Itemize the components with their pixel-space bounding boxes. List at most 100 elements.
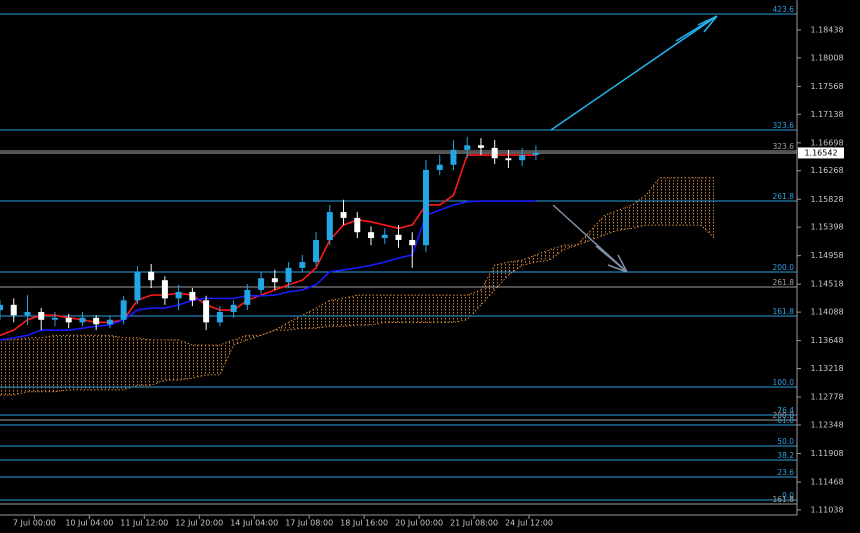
- y-tick-label: 1.11468: [810, 478, 843, 487]
- y-tick-label: 1.18438: [810, 25, 843, 34]
- candle-body: [285, 267, 292, 283]
- candle-body: [271, 278, 278, 283]
- level-label: 0.0: [782, 491, 794, 500]
- candle-body: [368, 232, 375, 239]
- candle-body: [532, 152, 539, 156]
- candle-body: [189, 291, 196, 301]
- x-tick-label: 11 Jul 12:00: [120, 519, 168, 528]
- y-tick-label: 1.13218: [810, 364, 843, 373]
- candle-body: [395, 234, 402, 240]
- candle-body: [436, 164, 443, 170]
- y-tick-label: 1.16268: [810, 166, 843, 175]
- arrow-up: [550, 15, 718, 131]
- candle-body: [79, 317, 86, 323]
- candle-body: [161, 280, 168, 299]
- candle-body: [340, 212, 347, 218]
- candle-body: [326, 212, 333, 240]
- candle-body: [230, 304, 237, 312]
- level-label: 100.0: [773, 378, 795, 387]
- indicator-line: [0, 200, 536, 341]
- candle-body: [148, 271, 155, 281]
- candle-body: [51, 317, 58, 320]
- candle-body: [216, 311, 223, 323]
- level-label: 50.0: [777, 437, 794, 446]
- last-price-box: [798, 147, 844, 159]
- x-tick-label: 14 Jul 04:00: [230, 519, 278, 528]
- y-tick-label: 1.13648: [810, 336, 843, 345]
- level-label: 161.8: [773, 307, 795, 316]
- candle-body: [354, 217, 361, 233]
- candle-body: [0, 304, 3, 311]
- level-label: 261.8: [773, 278, 795, 287]
- candle-body: [477, 145, 484, 148]
- level-label: 23.6: [777, 468, 794, 477]
- y-tick-label: 1.14088: [810, 308, 843, 317]
- cloud-fill: [0, 177, 715, 396]
- level-label: 261.8: [773, 192, 795, 201]
- x-tick-label: 20 Jul 00:00: [395, 519, 443, 528]
- level-label: 38.2: [777, 451, 794, 460]
- arrow-down: [552, 204, 628, 273]
- level-label: 423.6: [773, 5, 795, 14]
- candle-body: [106, 319, 113, 325]
- x-tick-label: 18 Jul 16:00: [340, 519, 388, 528]
- candle-body: [313, 239, 320, 263]
- candle-body: [203, 300, 210, 323]
- y-tick-label: 1.15398: [810, 223, 843, 232]
- x-tick-label: 24 Jul 12:00: [505, 519, 553, 528]
- level-label: 323.6: [773, 142, 795, 151]
- candle-body: [409, 239, 416, 246]
- candle-body: [93, 317, 100, 325]
- candle-body: [381, 234, 388, 239]
- y-tick-label: 1.17138: [810, 110, 843, 119]
- candle-body: [10, 304, 17, 316]
- y-tick-label: 1.14958: [810, 251, 843, 260]
- candle-body: [450, 149, 457, 165]
- candle-body: [134, 271, 141, 301]
- y-tick-label: 1.17568: [810, 82, 843, 91]
- candle-body: [38, 311, 45, 320]
- candle-body: [519, 155, 526, 161]
- x-tick-label: 21 Jul 08:00: [450, 519, 498, 528]
- level-label: 200.0: [773, 411, 795, 420]
- x-tick-label: 12 Jul 20:00: [175, 519, 223, 528]
- y-tick-label: 1.11908: [810, 449, 843, 458]
- x-tick-label: 10 Jul 04:00: [65, 519, 113, 528]
- candle-body: [65, 317, 72, 323]
- cloud-edge: [0, 177, 715, 346]
- y-tick-label: 1.14518: [810, 280, 843, 289]
- candle-body: [422, 169, 429, 246]
- candle-body: [505, 158, 512, 161]
- y-tick-label: 1.16698: [810, 138, 843, 147]
- cloud-layer: [0, 177, 715, 396]
- candle-layer: [0, 136, 539, 331]
- y-tick-label: 1.12348: [810, 420, 843, 429]
- level-label: 200.0: [773, 263, 795, 272]
- x-tick-label: 7 Jul 00:00: [13, 519, 56, 528]
- candle-body: [491, 147, 498, 159]
- y-tick-label: 1.18008: [810, 53, 843, 62]
- candle-body: [258, 278, 265, 290]
- indicator-line: [0, 154, 536, 337]
- level-layer: 423.6 323.6 323.6 261.8 200.0 261.8 161.8 100.0…: [0, 5, 797, 505]
- candle-body: [24, 311, 31, 316]
- y-tick-label: 1.15828: [810, 195, 843, 204]
- last-price-label: 1.16542: [804, 148, 837, 157]
- candle-body: [244, 289, 251, 305]
- level-label: 161.8: [773, 495, 795, 504]
- y-tick-label: 1.12778: [810, 393, 843, 402]
- candle-body: [464, 145, 471, 150]
- cloud-edge: [0, 224, 715, 396]
- candle-body: [299, 262, 306, 268]
- level-label: 61.8: [777, 416, 794, 425]
- axis-layer: 1.18438 1.18008 1.17568 1.17138 1.16698 1.162…: [13, 25, 844, 528]
- level-label: 76.4: [777, 406, 794, 415]
- line-layer: [0, 154, 536, 341]
- candle-body: [120, 300, 127, 320]
- candle-body: [175, 291, 182, 299]
- level-label: 323.6: [773, 121, 795, 130]
- x-tick-label: 17 Jul 08:00: [285, 519, 333, 528]
